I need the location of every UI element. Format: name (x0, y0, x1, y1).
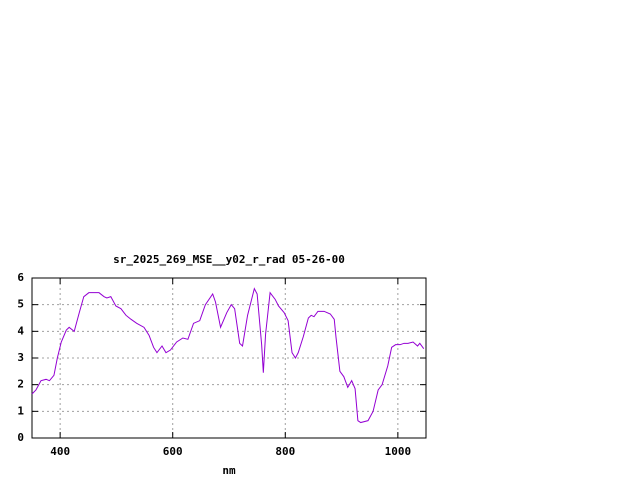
x-axis-label: nm (222, 464, 236, 477)
plot-border (31, 277, 427, 439)
y-tick-label: 0 (17, 431, 24, 444)
y-tick-label: 4 (17, 324, 24, 337)
x-tick-label: 1000 (385, 445, 412, 458)
x-tick-label: 800 (275, 445, 295, 458)
chart-title: sr_2025_269_MSE__y02_r_rad 05-26-00 (113, 253, 345, 266)
y-tick-label: 2 (17, 378, 24, 391)
x-tick-label: 400 (50, 445, 70, 458)
y-tick-label: 3 (17, 351, 24, 364)
y-tick-label: 6 (17, 271, 24, 284)
y-tick-label: 5 (17, 298, 24, 311)
data-line (31, 287, 425, 424)
y-tick-label: 1 (17, 404, 24, 417)
x-tick-label: 600 (163, 445, 183, 458)
